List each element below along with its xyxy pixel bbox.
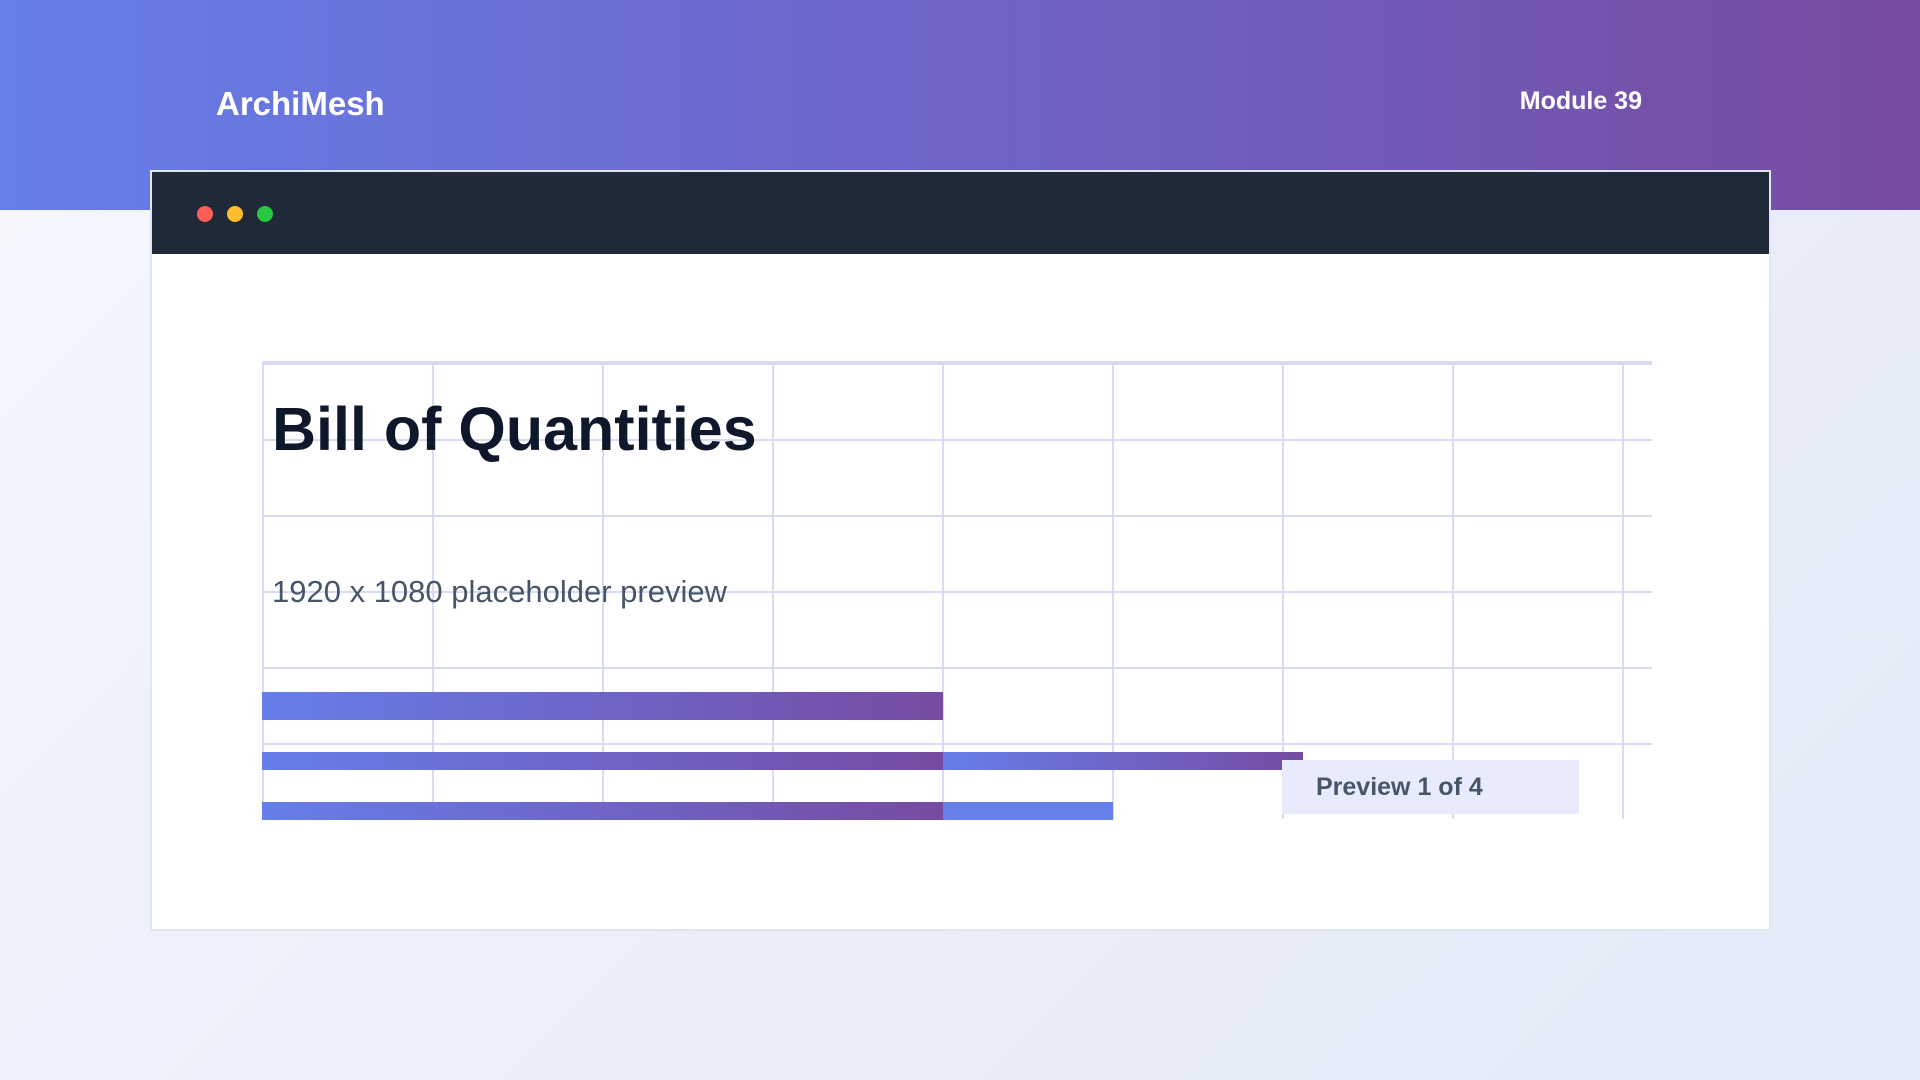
minimize-window-button[interactable] [227,206,243,222]
placeholder-bar [943,802,1113,820]
grid-canvas [262,361,1652,819]
brand-name: ArchiMesh [216,85,385,122]
preview-indicator: Preview 1 of 4 [1282,760,1579,814]
page-subtitle: 1920 x 1080 placeholder preview [272,574,727,609]
app-window: Bill of Quantities 1920 x 1080 placehold… [150,170,1771,931]
placeholder-bar [262,752,943,770]
close-window-button[interactable] [197,206,213,222]
module-label: Module 39 [1519,87,1642,115]
placeholder-bar [262,692,943,720]
page-title: Bill of Quantities [272,395,757,463]
placeholder-bar [943,752,1303,770]
placeholder-bar [262,802,943,820]
window-titlebar [152,172,1769,254]
maximize-window-button[interactable] [257,206,273,222]
